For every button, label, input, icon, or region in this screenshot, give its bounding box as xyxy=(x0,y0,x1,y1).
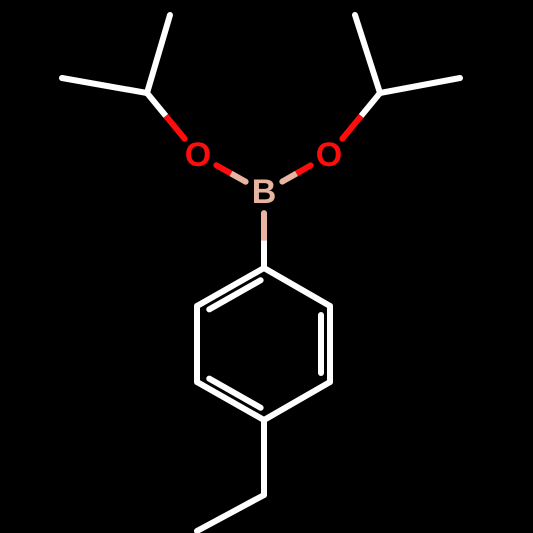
atom-label-o: O xyxy=(185,136,211,174)
atom-label-o: O xyxy=(316,136,342,174)
molecule-diagram: OOB xyxy=(0,0,533,533)
atom-label-b: B xyxy=(252,173,277,211)
